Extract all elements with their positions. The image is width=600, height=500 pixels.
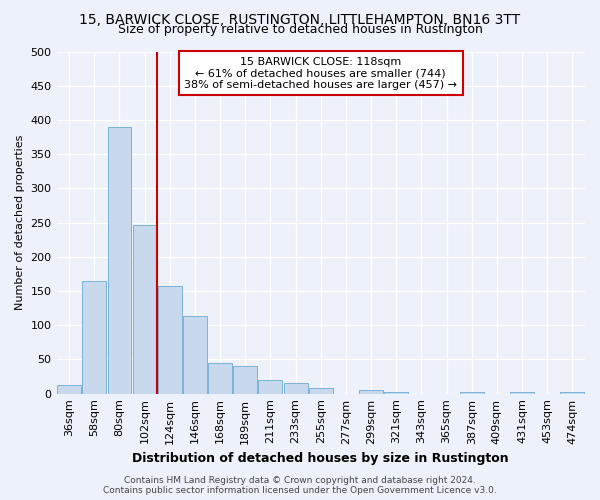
Bar — [233, 366, 257, 394]
Bar — [284, 384, 308, 394]
Y-axis label: Number of detached properties: Number of detached properties — [15, 135, 25, 310]
Bar — [460, 392, 484, 394]
Bar — [107, 127, 131, 394]
Text: 15 BARWICK CLOSE: 118sqm
← 61% of detached houses are smaller (744)
38% of semi-: 15 BARWICK CLOSE: 118sqm ← 61% of detach… — [184, 56, 457, 90]
Text: 15, BARWICK CLOSE, RUSTINGTON, LITTLEHAMPTON, BN16 3TT: 15, BARWICK CLOSE, RUSTINGTON, LITTLEHAM… — [79, 12, 521, 26]
X-axis label: Distribution of detached houses by size in Rustington: Distribution of detached houses by size … — [133, 452, 509, 465]
Bar — [359, 390, 383, 394]
Text: Contains HM Land Registry data © Crown copyright and database right 2024.
Contai: Contains HM Land Registry data © Crown c… — [103, 476, 497, 495]
Bar — [259, 380, 283, 394]
Bar — [133, 224, 157, 394]
Bar — [183, 316, 207, 394]
Bar — [158, 286, 182, 394]
Bar — [510, 392, 534, 394]
Bar — [385, 392, 408, 394]
Bar — [560, 392, 584, 394]
Bar — [208, 363, 232, 394]
Bar — [309, 388, 333, 394]
Text: Size of property relative to detached houses in Rustington: Size of property relative to detached ho… — [118, 22, 482, 36]
Bar — [82, 281, 106, 394]
Bar — [57, 385, 81, 394]
